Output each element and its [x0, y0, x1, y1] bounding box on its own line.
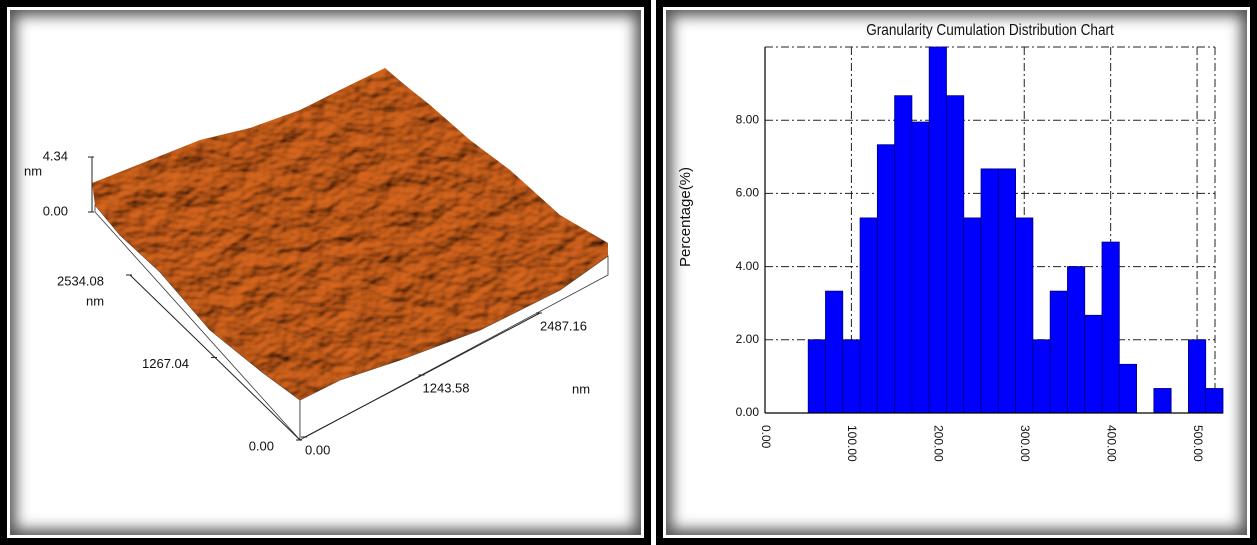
bar: [843, 340, 860, 413]
tick-label: 0.00: [43, 203, 68, 218]
y-tick-label: 4.00: [736, 259, 760, 273]
tick-label: 1267.04: [142, 356, 189, 371]
bar: [946, 96, 963, 413]
bar: [1016, 218, 1033, 413]
x-tick-label: 500.00: [1191, 425, 1205, 462]
bar: [860, 218, 877, 413]
y-tick-label: 2.00: [736, 332, 760, 346]
surface-3d: [80, 60, 620, 440]
y-tick-label: 6.00: [736, 186, 760, 200]
x-tick-label: 400.00: [1104, 425, 1118, 462]
tick-label: 2487.16: [540, 318, 587, 333]
tick-label: 0.00: [249, 438, 274, 453]
bar: [981, 169, 998, 413]
bar: [1188, 340, 1205, 413]
bar: [998, 169, 1015, 413]
bar: [825, 291, 842, 413]
bar: [1119, 364, 1136, 413]
tick-label: 1243.58: [423, 380, 470, 395]
bar: [964, 218, 981, 413]
bar: [1050, 291, 1067, 413]
x-tick-label: 0.00: [759, 425, 773, 449]
bar: [808, 340, 825, 413]
chart-title: Granularity Cumulation Distribution Char…: [866, 22, 1114, 39]
tick-label: 4.34: [43, 148, 68, 163]
chart: 0.004.34nm0.001267.042534.08nm0.001243.5…: [0, 0, 1257, 545]
bar: [877, 145, 894, 413]
y-tick-label: 0.00: [736, 405, 760, 419]
axis-unit: nm: [24, 163, 42, 178]
bar: [895, 96, 912, 413]
x-tick-label: 100.00: [845, 425, 859, 462]
page: {"chart_data": [ {"type": "surface", "zt…: [0, 0, 1257, 545]
bar: [1102, 242, 1119, 413]
bar: [1085, 315, 1102, 413]
y-axis-label: Percentage(%): [677, 167, 694, 267]
bar: [1033, 340, 1050, 413]
tick-label: 0.00: [305, 442, 330, 457]
bar: [912, 122, 929, 413]
axis-unit: nm: [86, 293, 104, 308]
y-tick-label: 8.00: [736, 112, 760, 126]
bar: [929, 47, 946, 413]
tick-label: 2534.08: [57, 273, 104, 288]
bar: [1206, 388, 1223, 413]
bar: [1154, 388, 1171, 413]
x-tick-label: 200.00: [932, 425, 946, 462]
x-tick-label: 300.00: [1018, 425, 1032, 462]
axis-unit: nm: [572, 381, 590, 396]
bar: [1067, 267, 1084, 413]
